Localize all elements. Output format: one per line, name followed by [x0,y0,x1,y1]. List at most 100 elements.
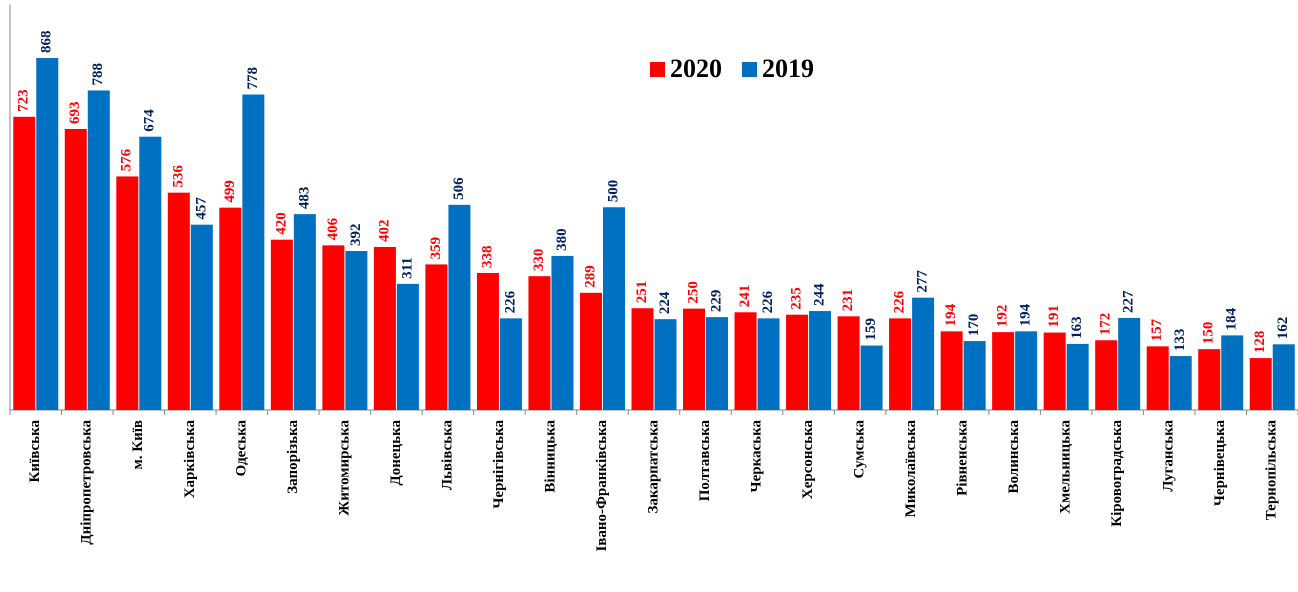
value-label: 359 [428,237,444,260]
bar [167,192,190,410]
bar [860,345,883,410]
value-label: 226 [502,290,518,313]
legend-label: 2019 [762,54,814,83]
x-tick-label: Чернігівська [491,420,507,509]
value-label: 159 [863,318,879,341]
bar [219,207,242,410]
bar [396,283,419,410]
x-tick-label: Житомирська [336,420,352,516]
value-label: 192 [995,305,1011,328]
value-label: 170 [966,314,982,337]
x-tick-label: Полтавська [697,420,713,502]
x-tick-label: Луганська [1161,420,1177,492]
value-label: 226 [892,290,908,313]
legend-label: 2020 [670,54,722,83]
bar [734,312,757,410]
value-label: 380 [554,228,570,251]
x-tick-label: Івано-Франківська [594,420,610,552]
value-label: 723 [16,89,32,112]
bar [322,245,345,410]
bar [551,255,574,410]
bar [499,318,522,410]
bar [1146,346,1169,410]
x-tick-label: Тернопільська [1264,420,1280,521]
x-tick-label: Рівненська [955,420,971,496]
legend-swatch [650,62,665,77]
value-label: 231 [840,289,856,312]
bar [1118,317,1141,410]
value-label: 194 [1018,303,1034,326]
bar [1066,343,1089,410]
value-label: 162 [1275,317,1291,340]
x-tick-label: Закарпатська [645,420,661,514]
value-label: 229 [708,290,724,313]
value-label: 157 [1149,318,1165,341]
bar [837,316,860,410]
bar [889,318,912,410]
bar [786,314,809,410]
bar [270,239,293,410]
value-label: 226 [760,290,776,313]
value-label: 536 [170,165,186,188]
value-label: 184 [1224,307,1240,330]
value-label: 500 [605,180,621,203]
bar [1043,332,1066,410]
x-tick-label: Одеська [233,420,249,477]
value-label: 250 [685,281,701,304]
value-label: 693 [67,101,83,124]
x-tick-label: Сумська [852,420,868,479]
bar [1221,335,1244,410]
bar [1272,344,1295,410]
x-tick-label: Кіровоградська [1109,420,1125,527]
x-tick-label: Дніпропетровська [79,420,95,545]
value-label: 406 [325,217,341,240]
x-tick-label: Львівська [439,420,455,491]
bar [1095,340,1118,410]
bar [1198,349,1221,410]
value-label: 420 [273,212,289,235]
x-tick-label: Миколаївська [903,420,919,518]
value-label: 338 [479,245,495,268]
bar [1249,358,1272,410]
bar [116,176,139,410]
value-label: 163 [1069,316,1085,339]
bar [64,128,87,410]
value-label: 251 [634,281,650,304]
value-label: 244 [811,283,827,306]
value-label: 483 [296,187,312,210]
legend-swatch [742,62,757,77]
bar [190,224,213,410]
bar [706,317,729,410]
x-tick-label: Донецька [388,420,404,486]
value-label: 133 [1172,329,1188,352]
value-label: 576 [119,148,135,171]
value-label: 778 [245,67,261,90]
bar [448,204,471,410]
bar [757,318,780,410]
bar [345,251,368,410]
value-label: 289 [582,265,598,288]
x-tick-label: Херсонська [800,420,816,500]
bar [940,331,963,410]
value-label: 674 [142,109,158,132]
value-label: 227 [1121,290,1137,313]
x-tick-label: Хмельницька [1058,420,1074,514]
value-label: 311 [399,257,415,279]
x-tick-label: Вінницька [542,420,558,493]
x-tick-label: Харківська [182,420,198,499]
bar [809,311,832,410]
value-label: 457 [193,197,209,220]
x-tick-label: Запорізька [285,420,301,494]
bar [293,214,316,410]
x-tick-label: Волинська [1006,420,1022,494]
value-label: 194 [943,303,959,326]
bar [579,292,602,410]
bar [528,276,551,410]
bar [373,246,396,410]
value-label: 128 [1252,331,1268,354]
value-label: 235 [788,287,804,310]
bar [992,332,1015,410]
x-tick-label: м. Київ [130,420,146,470]
bar [631,308,654,410]
